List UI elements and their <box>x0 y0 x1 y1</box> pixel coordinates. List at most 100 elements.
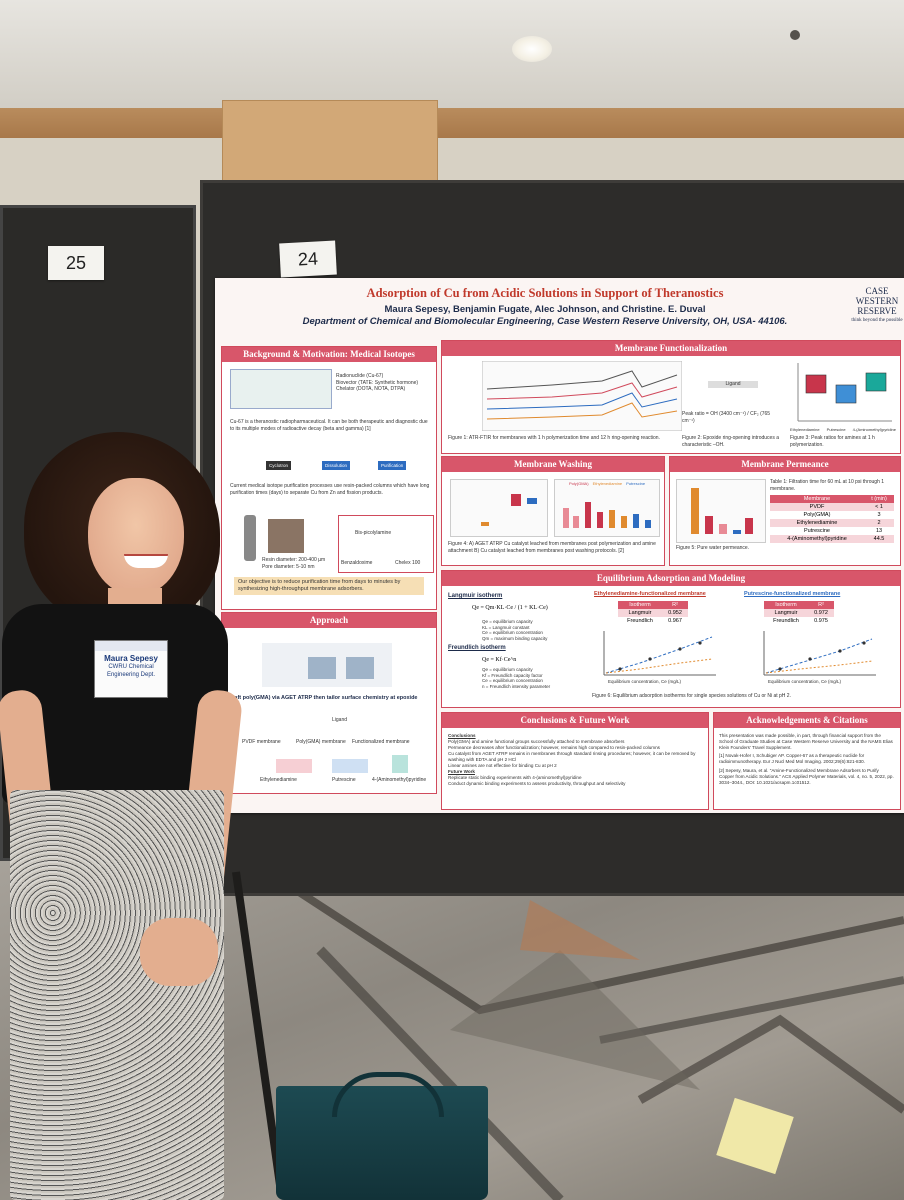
radionuclide-label: Radionuclide (Cu-67) <box>336 373 384 379</box>
eda-isotherm-table: Isotherm R² Langmuir 0.952 Freundlich 0.967 <box>618 601 688 625</box>
eda-isotherm-plot <box>603 631 716 676</box>
chelator-label: Chelator (DOTA, NOTA, DTPA) <box>336 386 406 392</box>
badge-organization: CWRU Chemical Engineering Dept. <box>106 664 156 678</box>
resin-column-icon <box>244 515 256 561</box>
name-badge: Maura Sepesy CWRU Chemical Engineering D… <box>94 640 168 698</box>
purification-flow: Cyclotron Dissolution Purification <box>266 457 426 475</box>
washing-legend: Poly(GMA) Ethylenediamine Putrescine <box>569 481 646 486</box>
chelating-resins: Bis-picolylamine Benzaldoxime Chelex 100 <box>338 515 434 573</box>
resin-diameter: Resin diameter: 200-400 µm <box>262 557 326 563</box>
boxplot-labels: Ethylenediamine Putrescine 4-(Aminomethy… <box>790 427 896 432</box>
approach-caption: Graft poly(GMA) via AGET ATRP then tailo… <box>228 695 418 707</box>
conclusion-item: Permeance decreases after functionalizat… <box>448 745 660 750</box>
table-header: Membrane t (min) <box>770 495 894 503</box>
putrescine-isotherm-title: Putrescine-functionalized membrane <box>744 591 841 597</box>
molecule-diagram <box>230 369 332 409</box>
boxplot-box <box>835 384 857 404</box>
purification-description: Current medical isotope purification pro… <box>230 483 430 496</box>
putrescine-xlabel: Equilibrium concentration, Ce (mg/L) <box>768 679 842 684</box>
pore-diameter: Pore diameter: 5-10 nm <box>262 563 315 570</box>
board-number-card: 25 <box>48 246 104 280</box>
figure-4-caption: Figure 4: A) AGET ATRP Cu catalyst leach… <box>448 541 656 554</box>
langmuir-equation: Qe = Qm·KL·Ce / (1 + KL·Ce) <box>472 605 548 611</box>
acknowledgement-text: This presentation was made possible, in … <box>719 733 893 750</box>
section-heading: Membrane Washing <box>442 457 664 472</box>
conclusion-item: Cu catalyst from AGET ATRP remains in me… <box>448 751 696 762</box>
person-hands <box>140 918 218 986</box>
university-logo: CASE WESTERN RESERVE think beyond the po… <box>851 286 903 323</box>
person-skirt <box>10 790 224 1200</box>
table-row: Poly(GMA) 3 <box>770 511 894 519</box>
poster-department: Department of Chemical and Biomolecular … <box>302 316 788 327</box>
section-conclusions: Conclusions & Future Work Conclusions Po… <box>441 712 709 810</box>
washing-plot-a <box>450 479 548 537</box>
ceiling-light <box>512 36 552 62</box>
smoke-detector <box>790 30 800 40</box>
washing-plot-b: Poly(GMA) Ethylenediamine Putrescine <box>554 479 660 537</box>
section-equilibrium: Equilibrium Adsorption and Modeling Lang… <box>441 570 901 708</box>
flow-step: Cyclotron <box>266 461 292 470</box>
reference-2: [2] Sepesy, Maura, et al. "Amine-Functio… <box>719 767 894 785</box>
peak-ratio-formula: Peak ratio = OH (3400 cm⁻¹) / CF₂ (765 c… <box>682 411 771 424</box>
person-face <box>88 478 184 596</box>
section-membrane-washing: Membrane Washing Poly(GMA) Ethylenediami… <box>441 456 665 566</box>
section-heading: Membrane Functionalization <box>442 341 900 356</box>
putrescine-isotherm-plot <box>763 631 876 676</box>
section-heading: Conclusions & Future Work <box>442 713 708 728</box>
table-row: 4-(Aminomethyl)pyridine 44.5 <box>770 535 894 543</box>
resin-micrograph <box>268 519 304 553</box>
peak-ratio-boxplot <box>797 363 892 422</box>
ftir-spectra-plot <box>482 361 682 431</box>
eda-xlabel: Equilibrium concentration, Ce (mg/L) <box>608 679 682 684</box>
ceiling <box>0 0 904 120</box>
table-row: PVDF < 1 <box>770 503 894 511</box>
figure-2-caption: Figure 2: Epoxide ring-opening introduce… <box>682 435 780 448</box>
research-poster: Adsorption of Cu from Acidic Solutions i… <box>215 278 904 813</box>
section-heading: Membrane Permeance <box>670 457 900 472</box>
biovector-label: Biovector (TATE: Synthetic hormone) <box>336 379 419 386</box>
section-heading: Background & Motivation: Medical Isotope… <box>222 347 436 362</box>
objective-statement: Our objective is to reduce purification … <box>234 577 424 595</box>
section-background: Background & Motivation: Medical Isotope… <box>221 346 437 610</box>
badge-name: Maura Sepesy <box>104 654 158 663</box>
putrescine-isotherm-table: Isotherm R² Langmuir 0.972 Freundlich 0.975 <box>764 601 834 625</box>
conclusions-text: Conclusions Poly(GMA) and amine function… <box>448 733 704 787</box>
poster-authors: Maura Sepesy, Benjamin Fugate, Alec John… <box>384 304 706 315</box>
section-membrane-functionalization: Membrane Functionalization Figure 1: ATR… <box>441 340 901 454</box>
table-row: Ethylenediamine 2 <box>770 519 894 527</box>
section-membrane-permeance: Membrane Permeance Figure 5: Pure water … <box>669 456 901 566</box>
grafting-steps: PVDF membrane Poly(GMA) membrane Ligand … <box>242 717 410 745</box>
conclusion-item: Poly(GMA) and amine functional groups su… <box>448 739 625 744</box>
boxplot-box <box>805 374 827 394</box>
approach-diagram <box>262 643 392 687</box>
langmuir-heading: Langmuir isotherm <box>448 593 503 599</box>
figure-5-caption: Figure 5: Pure water permeance. <box>676 545 750 551</box>
conclusion-item: Linear amines are not effective for bind… <box>448 763 557 768</box>
person-smile <box>124 554 168 568</box>
carpet-pattern <box>247 860 904 1200</box>
section-approach: Approach Graft poly(GMA) via AGET ATRP t… <box>221 612 437 794</box>
freundlich-equation: Qe = Kf·Ce^n <box>482 657 517 663</box>
permeance-bar-chart <box>676 479 766 543</box>
cu67-description: Cu-67 is a theranostic radiopharmaceutic… <box>230 419 428 432</box>
board-number-card: 24 <box>279 240 337 278</box>
table-1-caption: Table 1: Filtration time for 60 mL at 10… <box>770 479 885 492</box>
section-heading: Acknowledgements & Citations <box>714 713 900 728</box>
future-item: Replicate static binding experiments wit… <box>448 775 582 780</box>
figure-3-caption: Figure 3: Peak ratios for amines at 1 h … <box>790 435 875 448</box>
table-row: Putrescine 13 <box>770 527 894 535</box>
section-acknowledgements: Acknowledgements & Citations This presen… <box>713 712 901 810</box>
section-heading: Equilibrium Adsorption and Modeling <box>442 571 900 586</box>
filtration-table: Membrane t (min) PVDF < 1 Poly(GMA) 3 Et… <box>770 495 894 543</box>
flow-step: Purification <box>378 461 407 470</box>
wall-trim <box>0 108 904 138</box>
ligand-label: Ligand <box>708 381 758 388</box>
eda-isotherm-title: Ethylenediamine-functionalized membrane <box>594 591 706 597</box>
figure-1-caption: Figure 1: ATR-FTIR for membranes with 1 … <box>448 435 660 441</box>
tote-bag <box>276 1086 488 1200</box>
boxplot-box <box>865 372 887 392</box>
langmuir-variables: Qe = equilibrium capacity KL = Langmuir … <box>482 619 548 641</box>
ligand-structures: Ethylenediamine Putrescine 4-(Aminomethy… <box>232 755 432 787</box>
future-item: Conduct dynamic binding experiments to a… <box>448 781 626 786</box>
freundlich-variables: Qe = equilibrium capacity Kf = Freundlic… <box>482 667 551 689</box>
